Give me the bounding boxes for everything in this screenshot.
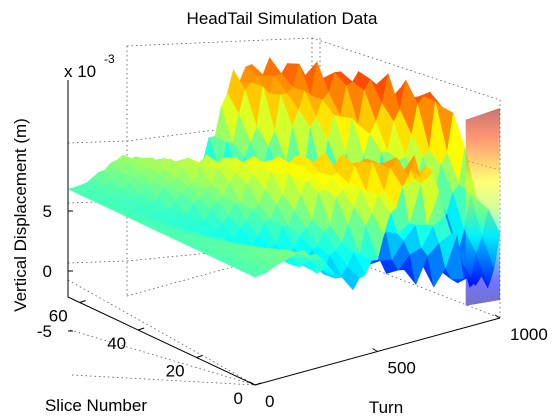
z-axis-label: Vertical Displacement (m) xyxy=(11,118,30,312)
x-tick-label: 0 xyxy=(265,392,274,411)
z-axis-multiplier: x 10 xyxy=(64,62,96,81)
grid-line xyxy=(67,279,256,386)
y-tick-label: 0 xyxy=(234,389,243,408)
grid-line xyxy=(126,37,313,47)
grid-line xyxy=(67,200,128,204)
z-tick-label: -5 xyxy=(37,322,52,341)
surface-patch xyxy=(262,57,282,77)
grid-line xyxy=(311,37,501,101)
y-tick-label: 40 xyxy=(107,334,126,353)
y-tick-mark xyxy=(79,300,86,303)
z-tick-label: 0 xyxy=(43,262,52,281)
y-axis-label: Slice Number xyxy=(45,396,147,415)
y-tick-label: 20 xyxy=(166,362,185,381)
y-axis-line xyxy=(67,296,256,386)
chart-title: HeadTail Simulation Data xyxy=(187,9,378,28)
y-tick-label: 60 xyxy=(49,307,68,326)
x-tick-label: 500 xyxy=(388,359,416,378)
grid-line xyxy=(69,329,256,386)
grid-line xyxy=(71,374,256,386)
surface-patch xyxy=(242,268,262,278)
y-tick-mark xyxy=(254,382,262,386)
surface-edge xyxy=(465,108,500,306)
y-tick-mark xyxy=(196,355,203,358)
x-tick-label: 1000 xyxy=(510,325,548,344)
x-tick-mark xyxy=(494,314,501,319)
z-axis-exponent: -3 xyxy=(104,52,115,66)
y-tick-mark xyxy=(137,327,145,331)
ticks: -5 0 5 0 20 40 60 0 500 1000 xyxy=(37,202,548,411)
x-tick-mark xyxy=(249,381,256,386)
grid-line xyxy=(126,244,313,297)
grid-line xyxy=(67,260,128,264)
surface xyxy=(67,56,501,306)
x-axis-label: Turn xyxy=(369,398,403,417)
x-tick-mark xyxy=(372,348,378,352)
grid-line xyxy=(67,140,128,144)
z-tick-label: 5 xyxy=(43,202,52,221)
